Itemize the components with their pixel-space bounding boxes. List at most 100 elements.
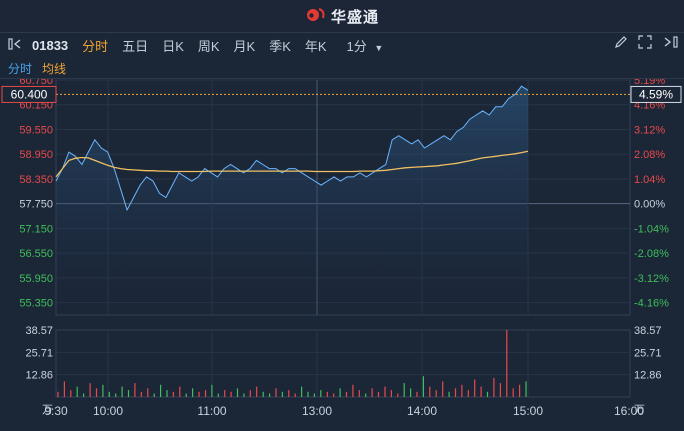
- tab-quarterly-k[interactable]: 季K: [269, 38, 291, 54]
- volume-bar: [442, 381, 444, 397]
- volume-bar: [160, 384, 162, 397]
- volume-bar: [397, 393, 399, 397]
- time-tick-label: 15:00: [513, 404, 543, 418]
- price-line: [55, 85, 529, 212]
- volume-bar: [70, 390, 72, 397]
- price-tick-label: 57.150: [19, 223, 53, 235]
- volume-bar: [185, 393, 187, 397]
- volume-bar: [192, 388, 194, 397]
- toolbar-actions: [614, 35, 678, 52]
- volume-bar: [294, 393, 296, 397]
- pct-tick-label: 3.12%: [634, 124, 665, 136]
- app-header: 华盛通: [0, 0, 684, 33]
- intraday-chart[interactable]: 60.750 5.19%60.150 4.16%59.550 3.12%58.950 2…: [0, 79, 684, 431]
- toolbar: 01833 分时 五日 日K 周K 月K 季K 年K 1分 ▼: [0, 33, 684, 57]
- volume-bar: [416, 391, 418, 397]
- fullscreen-icon[interactable]: [638, 35, 652, 52]
- current-pct-box: [630, 85, 682, 103]
- volume-bar: [525, 381, 527, 397]
- tab-weekly-k[interactable]: 周K: [197, 38, 220, 54]
- volume-bar: [429, 386, 431, 397]
- volume-bar: [358, 390, 360, 397]
- volume-bar: [243, 393, 245, 397]
- collapse-left-icon[interactable]: [8, 37, 26, 54]
- pencil-icon[interactable]: [614, 35, 628, 52]
- volume-bar: [57, 391, 59, 397]
- volume-bar: [127, 390, 130, 397]
- volume-tick-label-right: 12.86: [634, 370, 662, 382]
- volume-bar: [76, 386, 78, 397]
- volume-bar: [172, 391, 174, 397]
- volume-tick-label-right: 25.71: [634, 347, 662, 359]
- tab-daily-k[interactable]: 日K: [162, 38, 184, 54]
- pct-tick-label: -1.04%: [634, 223, 669, 235]
- volume-bar: [313, 393, 315, 397]
- volume-bar: [134, 383, 136, 397]
- volume-bar: [352, 384, 354, 397]
- price-tick-label: 55.950: [19, 273, 53, 285]
- volume-bar: [288, 390, 290, 397]
- volume-bar: [153, 393, 155, 397]
- volume-bar: [140, 391, 142, 397]
- volume-bar: [211, 384, 213, 397]
- volume-bar: [121, 386, 123, 397]
- volume-bar: [461, 384, 463, 397]
- current-price-label: 60.400: [11, 87, 48, 101]
- time-tick-label: 16:00: [614, 404, 644, 418]
- volume-bar: [102, 384, 104, 397]
- volume-tick-label: 38.57: [25, 325, 53, 337]
- volume-bar: [108, 391, 110, 397]
- volume-bar: [390, 390, 392, 397]
- price-tick-label: 60.750: [19, 79, 53, 87]
- pct-tick-label: -4.16%: [634, 298, 669, 310]
- volume-bar: [486, 391, 489, 397]
- volume-tick-label: 25.71: [25, 347, 53, 359]
- volume-bar: [307, 391, 309, 397]
- interval-value: 1分: [346, 38, 367, 54]
- tab-five-day[interactable]: 五日: [122, 38, 149, 54]
- volume-bar: [435, 390, 437, 397]
- price-tick-label: 57.750: [19, 199, 53, 211]
- avg-line: [55, 150, 529, 178]
- volume-bar: [410, 388, 412, 397]
- indicator-avg-line[interactable]: 均线: [42, 61, 67, 76]
- chevron-down-icon: ▼: [374, 42, 384, 53]
- indicator-intraday[interactable]: 分时: [8, 61, 33, 76]
- volume-bar: [256, 386, 258, 397]
- price-tick-label: 58.950: [19, 149, 53, 161]
- volume-bar: [384, 386, 386, 397]
- time-tick-label: 10:00: [93, 404, 123, 418]
- volume-bar: [63, 381, 65, 397]
- indicator-bar: 分时 均线: [0, 58, 684, 79]
- volume-bar: [480, 386, 482, 397]
- volume-bar: [217, 393, 219, 397]
- volume-bar: [281, 391, 283, 397]
- stock-symbol: 01833: [32, 37, 69, 53]
- pct-tick-label: 5.19%: [634, 79, 665, 87]
- volume-bar: [147, 388, 149, 397]
- volume-bar: [403, 383, 405, 397]
- volume-bar: [301, 386, 303, 397]
- pct-tick-label: 1.04%: [634, 174, 665, 186]
- volume-bar: [339, 388, 341, 397]
- volume-bar: [345, 391, 348, 397]
- axis-labels: 60.750 5.19%60.150 4.16%59.550 3.12%58.950 2…: [1, 79, 682, 418]
- price-area-fill: [56, 86, 528, 315]
- tab-intraday[interactable]: 分时: [82, 38, 109, 54]
- tab-yearly-k[interactable]: 年K: [304, 38, 327, 54]
- volume-tick-label: 万: [42, 404, 53, 416]
- interval-select[interactable]: 1分 ▼: [347, 36, 384, 55]
- volume-bar: [519, 384, 521, 397]
- volume-bar: [204, 390, 207, 397]
- volume-bar: [365, 393, 367, 397]
- collapse-right-icon[interactable]: [662, 35, 678, 52]
- pct-tick-label: -3.12%: [634, 273, 669, 285]
- current-price-box: [1, 85, 57, 103]
- price-area: [56, 86, 528, 315]
- tab-monthly-k[interactable]: 月K: [233, 38, 256, 54]
- volume-bar: [115, 393, 117, 397]
- volume-bar: [95, 388, 98, 397]
- volume-bar: [179, 386, 181, 397]
- volume-panel-border: [55, 329, 631, 398]
- price-tick-label: 55.350: [19, 298, 53, 310]
